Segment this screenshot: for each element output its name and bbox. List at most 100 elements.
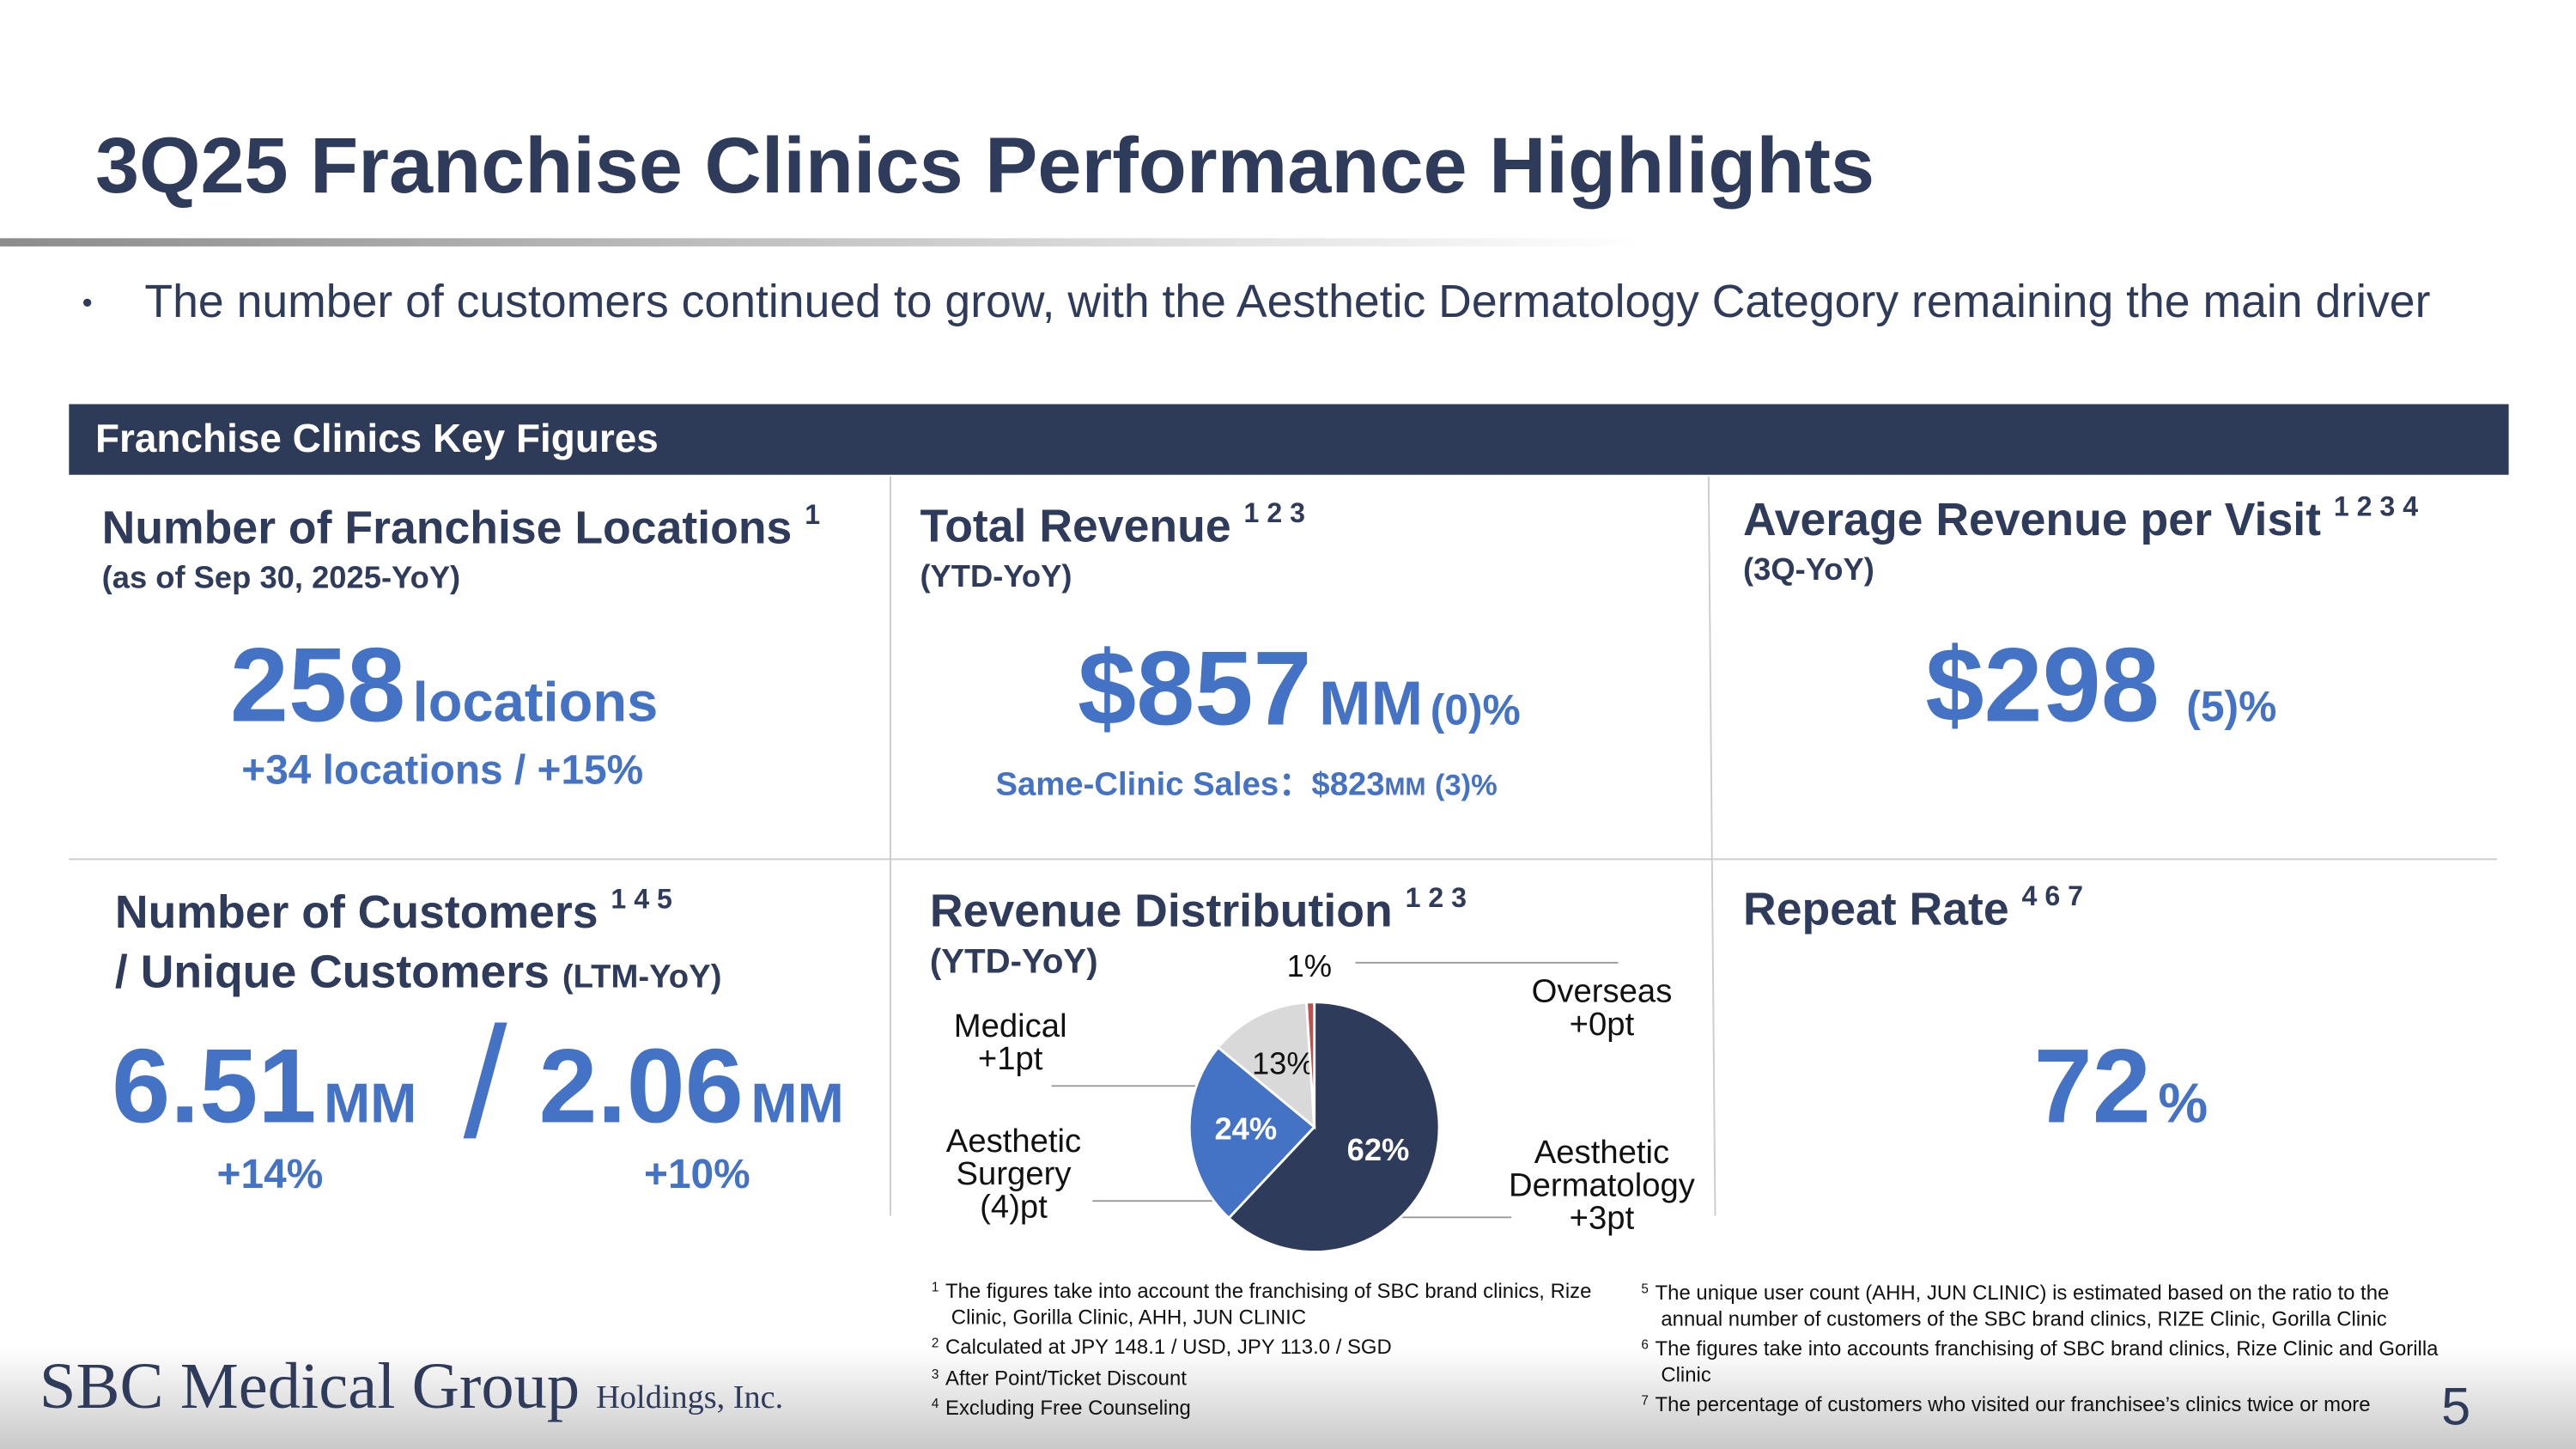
chart-subtitle: (YTD-YoY) xyxy=(929,942,1098,981)
value: $857 xyxy=(1078,629,1312,748)
subtitle: (LTM-YoY) xyxy=(562,959,722,996)
change: (0)% xyxy=(1430,685,1521,734)
footnote-mark: 6 xyxy=(1641,1336,1649,1353)
value: $823 xyxy=(1311,767,1385,804)
footnote: 3 After Point/Ticket Discount xyxy=(932,1361,1605,1391)
same-clinic: Same-Clinic Sales：$823MM (3)% xyxy=(995,758,1497,805)
bottom-band xyxy=(0,1347,2576,1449)
unit: MM xyxy=(1319,670,1424,740)
slice-label: 62% xyxy=(1347,1132,1410,1167)
panel-subtitle: (as of Sep 30, 2025-YoY) xyxy=(101,562,461,597)
title: 3Q25 Franchise Clinics Performance Highl… xyxy=(94,123,1875,210)
sup: 4 6 7 xyxy=(2021,880,2083,912)
pie-slice xyxy=(1227,1001,1441,1253)
metric: 72 % xyxy=(2034,1026,2208,1148)
footnote: 7 The percentage of customers who visited… xyxy=(1641,1388,2446,1418)
footnote-mark: 4 xyxy=(931,1396,939,1412)
sup: 1 2 3 4 xyxy=(2333,490,2419,523)
category-label: Aesthetic Surgery (4)pt xyxy=(923,1125,1103,1224)
slice-label: 13% xyxy=(1252,1045,1315,1081)
text: Revenue Distribution xyxy=(929,885,1393,936)
unit: % xyxy=(2158,1072,2208,1135)
pie-slice xyxy=(1304,1001,1316,1128)
unit: locations xyxy=(412,672,659,734)
logo-suffix: Holdings, Inc. xyxy=(596,1379,784,1416)
category: Aesthetic Surgery xyxy=(945,1123,1082,1193)
sup: 1 xyxy=(805,499,821,531)
panel-title: / Unique Customers (LTM-YoY) xyxy=(115,947,722,999)
unit: MM xyxy=(323,1072,417,1135)
sup: 1 4 5 xyxy=(611,884,672,916)
change: +3pt xyxy=(1569,1201,1635,1238)
footnote-text: Calculated at JPY 148.1 / USD, JPY 113.0… xyxy=(945,1336,1392,1359)
text: Total Revenue xyxy=(920,500,1231,552)
footnotes: 5 The unique user count (AHH, JUN CLINIC)… xyxy=(1641,1276,2446,1418)
category-label: Aesthetic Dermatology +3pt xyxy=(1487,1137,1717,1236)
footnote-text: The figures take into accounts franchisi… xyxy=(1655,1336,2439,1386)
metric: $298 (5)% xyxy=(1925,624,2276,746)
footnote: 6 The figures take into accounts franchis… xyxy=(1641,1332,2446,1388)
logo: SBC Medical Group Holdings, Inc. xyxy=(39,1347,783,1424)
pie-slice xyxy=(1188,1045,1316,1221)
value: 2.06 xyxy=(538,1026,744,1146)
metric: $857 MM (0)% xyxy=(1078,628,1521,750)
divider xyxy=(1707,476,1716,1216)
bullet-dot: • xyxy=(82,285,93,320)
slice-label: 24% xyxy=(1214,1111,1277,1147)
metric: 6.51 MM xyxy=(112,1026,416,1148)
footnote-text: The unique user count (AHH, JUN CLINIC) … xyxy=(1655,1281,2390,1330)
sup: 1 2 3 xyxy=(1243,497,1305,529)
logo-name: SBC Medical Group xyxy=(39,1349,580,1423)
title-rule xyxy=(0,238,1643,247)
footnotes: 1 The figures take into account the franc… xyxy=(932,1275,1605,1422)
label: Same-Clinic Sales： xyxy=(995,767,1312,804)
footnote-text: The percentage of customers who visited … xyxy=(1655,1392,2371,1416)
unit: MM xyxy=(1384,773,1426,802)
change: (3)% xyxy=(1435,769,1498,802)
value: 258 xyxy=(229,625,406,745)
category: Medical xyxy=(953,1008,1067,1045)
panel-subtitle: (YTD-YoY) xyxy=(920,560,1072,595)
footnote-mark: 7 xyxy=(1641,1392,1649,1409)
separator: / xyxy=(463,995,507,1172)
change: (5)% xyxy=(2186,681,2277,732)
footnote: 4 Excluding Free Counseling xyxy=(932,1391,1605,1422)
footnote-text: Excluding Free Counseling xyxy=(945,1396,1191,1420)
text: Repeat Rate xyxy=(1743,883,2009,935)
value: $298 xyxy=(1925,625,2160,745)
panel-title: Number of Franchise Locations 1 xyxy=(102,499,821,555)
category: Overseas xyxy=(1531,974,1673,1011)
chart-title: Revenue Distribution 1 2 3 xyxy=(930,882,1467,938)
bullet-text: The number of customers continued to gro… xyxy=(144,276,2431,327)
change: +14% xyxy=(216,1151,324,1198)
text: / Unique Customers xyxy=(114,946,550,998)
category-label: Overseas +0pt xyxy=(1487,976,1717,1042)
text: Average Revenue per Visit xyxy=(1743,494,2321,545)
panel-subtitle: (3Q-YoY) xyxy=(1743,553,1874,588)
change: +10% xyxy=(644,1151,750,1198)
text: Number of Franchise Locations xyxy=(101,502,793,554)
metric: 258 locations xyxy=(230,624,658,746)
footnote: 2 Calculated at JPY 148.1 / USD, JPY 113.… xyxy=(932,1330,1605,1361)
value: 72 xyxy=(2033,1026,2151,1146)
panel-title: Total Revenue 1 2 3 xyxy=(920,498,1305,554)
category-label: Medical +1pt xyxy=(920,1010,1100,1076)
change: +34 locations / +15% xyxy=(241,747,644,794)
footnote-mark: 3 xyxy=(931,1366,939,1381)
footnote-text: The figures take into account the franch… xyxy=(945,1279,1592,1329)
footnote-mark: 2 xyxy=(931,1336,939,1351)
footnote-mark: 1 xyxy=(931,1279,939,1295)
section-bar xyxy=(69,404,2509,475)
panel-title: Average Revenue per Visit 1 2 3 4 xyxy=(1743,491,2418,547)
section-title: Franchise Clinics Key Figures xyxy=(94,417,659,462)
panel-title: Repeat Rate 4 6 7 xyxy=(1743,880,2083,936)
footnote-mark: 5 xyxy=(1641,1281,1649,1297)
sup: 1 2 3 xyxy=(1405,882,1467,914)
change: (4)pt xyxy=(980,1189,1048,1226)
pie-slice xyxy=(1216,1001,1316,1130)
slice-label: 1% xyxy=(1287,948,1333,983)
footnote-text: After Point/Ticket Discount xyxy=(945,1366,1187,1390)
category: Aesthetic Dermatology xyxy=(1508,1135,1695,1205)
